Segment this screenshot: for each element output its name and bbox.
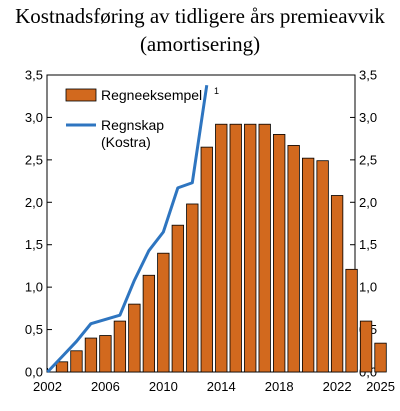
bar: [113, 320, 127, 373]
bar: [99, 335, 112, 373]
bar: [229, 123, 242, 373]
y-tick-label-left: 3,5: [25, 68, 43, 83]
bar: [374, 342, 387, 373]
chart-title-line-2: (amortisering): [139, 32, 261, 56]
x-tick-label: 2002: [33, 379, 62, 394]
x-tick-label: 2010: [149, 379, 178, 394]
y-tick-label-right: 1,0: [359, 280, 377, 295]
bar: [157, 252, 170, 373]
bar: [215, 123, 228, 373]
x-tick-label: 2022: [323, 379, 352, 394]
line-series-regnskap: [46, 84, 209, 374]
y-tick-label-left: 0,5: [25, 322, 43, 337]
x-tick-label: 2018: [265, 379, 294, 394]
bar: [84, 337, 98, 373]
legend-label-regnskap: Regnskap: [101, 117, 164, 133]
y-tick-label-left: 0,0: [25, 365, 43, 380]
y-tick-label-right: 3,0: [359, 110, 377, 125]
y-tick-label-left: 1,5: [25, 237, 43, 252]
bar: [128, 303, 141, 373]
legend-label-regneeksempel: Regneeksempel: [101, 87, 202, 103]
legend-swatch-regneeksempel: [65, 88, 97, 102]
y-tick-label-left: 1,0: [25, 280, 43, 295]
chart-title-line-1: Kostnadsføring av tidligere års premieav…: [15, 4, 385, 28]
bar: [258, 123, 271, 373]
bar: [287, 145, 300, 373]
bar: [330, 195, 344, 373]
y-tick-label-left: 2,5: [25, 152, 43, 167]
bar: [244, 123, 257, 373]
bar: [301, 157, 315, 373]
legend-label-regnskap-line2: (Kostra): [101, 134, 151, 150]
y-tick-label-left: 3,0: [25, 110, 43, 125]
y-tick-label-left: 2,0: [25, 195, 43, 210]
bar: [70, 350, 83, 373]
x-tick-label: 2014: [207, 379, 236, 394]
y-tick-label-right: 1,5: [359, 237, 377, 252]
bar: [55, 361, 69, 373]
y-tick-label-right: 2,5: [359, 152, 377, 167]
y-tick-label-right: 2,0: [359, 195, 377, 210]
bar: [186, 203, 199, 373]
bar: [359, 320, 373, 373]
x-tick-label: 2006: [91, 379, 120, 394]
bar: [171, 224, 184, 373]
bar: [142, 274, 156, 373]
y-tick-label-right: 3,5: [359, 68, 377, 83]
bar: [200, 146, 213, 373]
bar: [316, 160, 329, 373]
bar: [273, 133, 286, 373]
bar: [345, 268, 358, 373]
legend-superscript: 1: [214, 86, 219, 96]
x-tick-label: 2025: [366, 379, 395, 394]
